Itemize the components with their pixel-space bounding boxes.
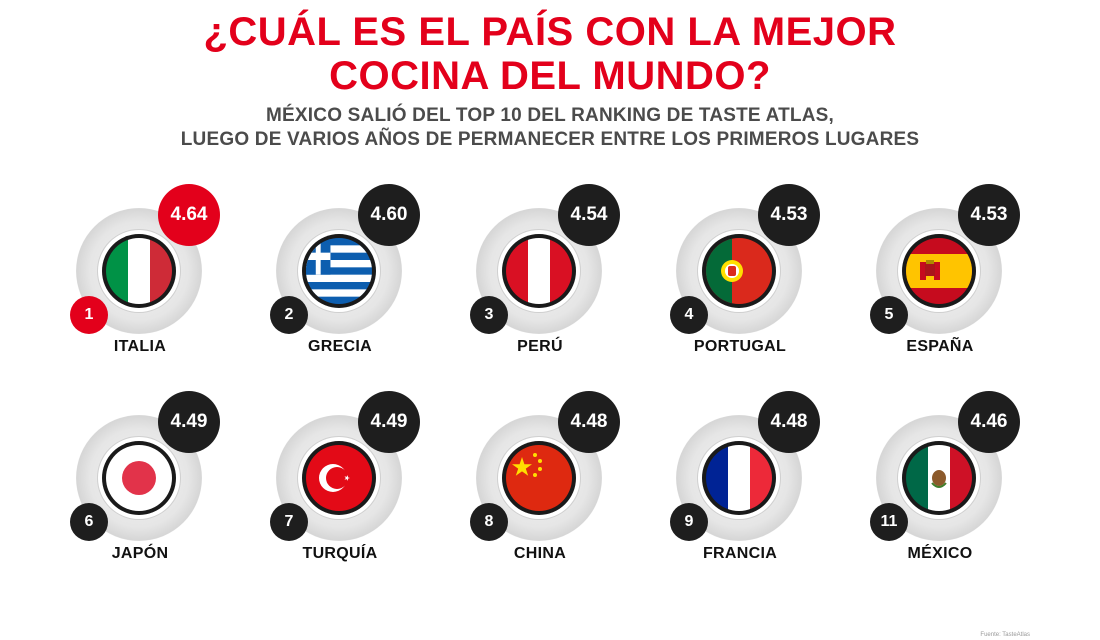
- country-card: 4.46 11 MÉXICO: [840, 375, 1040, 562]
- rank-badge: 1: [70, 296, 108, 334]
- country-card: 4.54 3 PERÚ: [440, 168, 640, 355]
- country-card: 4.49 6 JAPÓN: [40, 375, 240, 562]
- flag-badge: [102, 234, 176, 308]
- flag-badge: [502, 234, 576, 308]
- country-name: PORTUGAL: [693, 338, 787, 355]
- portugal-flag-icon: [706, 238, 772, 304]
- flag-badge: [702, 441, 776, 515]
- score-badge: 4.46: [958, 391, 1020, 453]
- rank-badge: 11: [870, 503, 908, 541]
- score-badge: 4.53: [758, 184, 820, 246]
- country-card: 4.48 9 FRANCIA: [640, 375, 840, 562]
- country-card: 4.60 2 GRECIA: [240, 168, 440, 355]
- rank-badge: 3: [470, 296, 508, 334]
- flag-badge: [902, 234, 976, 308]
- country-name: MÉXICO: [907, 545, 973, 562]
- rank-badge: 5: [870, 296, 908, 334]
- greece-flag-icon: [306, 238, 372, 304]
- rank-badge: 7: [270, 503, 308, 541]
- score-badge: 4.53: [958, 184, 1020, 246]
- country-name: PERÚ: [517, 338, 563, 355]
- country-card: 4.53 5 ESPAÑA: [840, 168, 1040, 355]
- country-card: 4.53 4 PORTUGAL: [640, 168, 840, 355]
- country-name: ITALIA: [113, 338, 167, 355]
- italy-flag-icon: [106, 238, 172, 304]
- subtitle-line-2: LUEGO DE VARIOS AÑOS DE PERMANECER ENTRE…: [180, 129, 920, 150]
- score-badge: 4.49: [358, 391, 420, 453]
- flag-badge: [902, 441, 976, 515]
- peru-flag-icon: [506, 238, 572, 304]
- country-name: GRECIA: [307, 338, 373, 355]
- flag-badge: [302, 234, 376, 308]
- rank-badge: 6: [70, 503, 108, 541]
- score-badge: 4.54: [558, 184, 620, 246]
- turkey-flag-icon: [306, 445, 372, 511]
- country-name: FRANCIA: [702, 545, 778, 562]
- country-name: TURQUÍA: [302, 545, 378, 562]
- country-name: CHINA: [513, 545, 567, 562]
- france-flag-icon: [706, 445, 772, 511]
- flag-badge: [102, 441, 176, 515]
- score-badge: 4.48: [558, 391, 620, 453]
- spain-flag-icon: [906, 238, 972, 304]
- flag-badge: [502, 441, 576, 515]
- source-note: Fuente: TasteAtlas: [980, 632, 1030, 638]
- flag-badge: [302, 441, 376, 515]
- score-badge: 4.64: [158, 184, 220, 246]
- rank-badge: 8: [470, 503, 508, 541]
- japan-flag-icon: [106, 445, 172, 511]
- score-badge: 4.49: [158, 391, 220, 453]
- subtitle-line-1: MÉXICO SALIÓ DEL TOP 10 DEL RANKING DE T…: [266, 105, 834, 126]
- rank-badge: 2: [270, 296, 308, 334]
- country-card: 4.64 1 ITALIA: [40, 168, 240, 355]
- country-name: JAPÓN: [111, 545, 169, 562]
- country-card: 4.49 7 TURQUÍA: [240, 375, 440, 562]
- mexico-flag-icon: [906, 445, 972, 511]
- china-flag-icon: [506, 445, 572, 511]
- score-badge: 4.60: [358, 184, 420, 246]
- title-line-2: COCINA DEL MUNDO?: [329, 54, 771, 98]
- country-name: ESPAÑA: [906, 338, 974, 355]
- page-subtitle: MÉXICO SALIÓ DEL TOP 10 DEL RANKING DE T…: [0, 104, 1100, 152]
- page-title: ¿CUÁL ES EL PAÍS CON LA MEJOR COCINA DEL…: [0, 10, 1100, 98]
- title-line-1: ¿CUÁL ES EL PAÍS CON LA MEJOR: [203, 10, 897, 54]
- rank-badge: 9: [670, 503, 708, 541]
- flag-badge: [702, 234, 776, 308]
- country-card: 4.48 8 CHINA: [440, 375, 640, 562]
- rank-badge: 4: [670, 296, 708, 334]
- score-badge: 4.48: [758, 391, 820, 453]
